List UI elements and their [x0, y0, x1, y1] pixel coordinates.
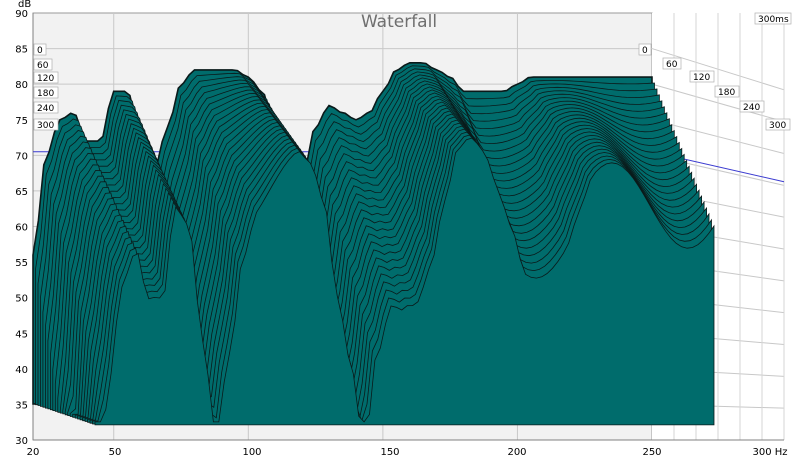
time-label-left: 300 — [37, 121, 54, 131]
time-label-right: 0 — [642, 46, 648, 56]
x-tick-label: 250 — [642, 447, 661, 458]
time-label-right: 60 — [666, 60, 678, 70]
time-label-left: 240 — [37, 104, 54, 114]
time-label-right-box — [714, 85, 740, 98]
time-label-right-box — [662, 57, 682, 70]
y-tick-label: 75 — [15, 116, 28, 127]
y-unit-label: dB — [18, 0, 31, 10]
y-tick-label: 85 — [15, 45, 28, 56]
x-tick-label: 150 — [380, 447, 399, 458]
y-tick-label: 50 — [15, 294, 28, 305]
y-tick-label: 35 — [15, 400, 28, 411]
waterfall-slice — [94, 137, 715, 426]
time-label-left-box — [33, 101, 59, 114]
waterfall-slices — [32, 62, 715, 426]
time-label-right: 120 — [693, 73, 710, 83]
y-tick-label: 30 — [15, 436, 28, 447]
time-label-left-box — [33, 86, 59, 99]
x-tick-label: 20 — [27, 447, 40, 458]
time-label-left: 180 — [37, 89, 54, 99]
x-tick-label: 50 — [109, 447, 122, 458]
y-axis-ticks: 30 35 40 45 50 55 60 65 70 75 80 85 90 — [15, 9, 28, 447]
time-label-left-box — [33, 58, 53, 71]
time-label-left-box — [33, 43, 47, 56]
time-label-right-box — [689, 70, 715, 83]
time-label-left: 120 — [37, 74, 54, 84]
time-label-right-box — [739, 100, 765, 113]
y-tick-label: 70 — [15, 151, 28, 162]
x-tick-label: 200 — [507, 447, 526, 458]
time-unit-label-box — [754, 12, 792, 25]
y-tick-label: 60 — [15, 223, 28, 234]
chart-title: Waterfall — [361, 12, 437, 32]
time-label-right: 240 — [743, 103, 760, 113]
time-label-left: 0 — [37, 46, 43, 56]
x-tick-label: 300 Hz — [752, 447, 787, 458]
time-label-left: 60 — [37, 61, 49, 71]
time-label-right-box — [765, 118, 791, 131]
time-unit-label: 300ms — [758, 15, 789, 25]
y-tick-label: 40 — [15, 365, 28, 376]
time-label-right: 300 — [769, 121, 786, 131]
time-label-right-box — [638, 43, 652, 56]
time-label-left-box — [33, 118, 59, 131]
x-tick-label: 100 — [242, 447, 261, 458]
y-tick-label: 80 — [15, 80, 28, 91]
time-label-left-box — [33, 71, 59, 84]
time-axis-labels: 300ms 0 60 120 180 240 300 0 60 120 180 240 300 — [33, 12, 792, 131]
y-tick-label: 90 — [15, 9, 28, 20]
y-tick-label: 55 — [15, 258, 28, 269]
time-label-right: 180 — [718, 88, 735, 98]
y-tick-label: 45 — [15, 329, 28, 340]
x-axis-ticks: 20 50 100 150 200 250 300 Hz — [27, 447, 788, 458]
y-tick-label: 65 — [15, 187, 28, 198]
